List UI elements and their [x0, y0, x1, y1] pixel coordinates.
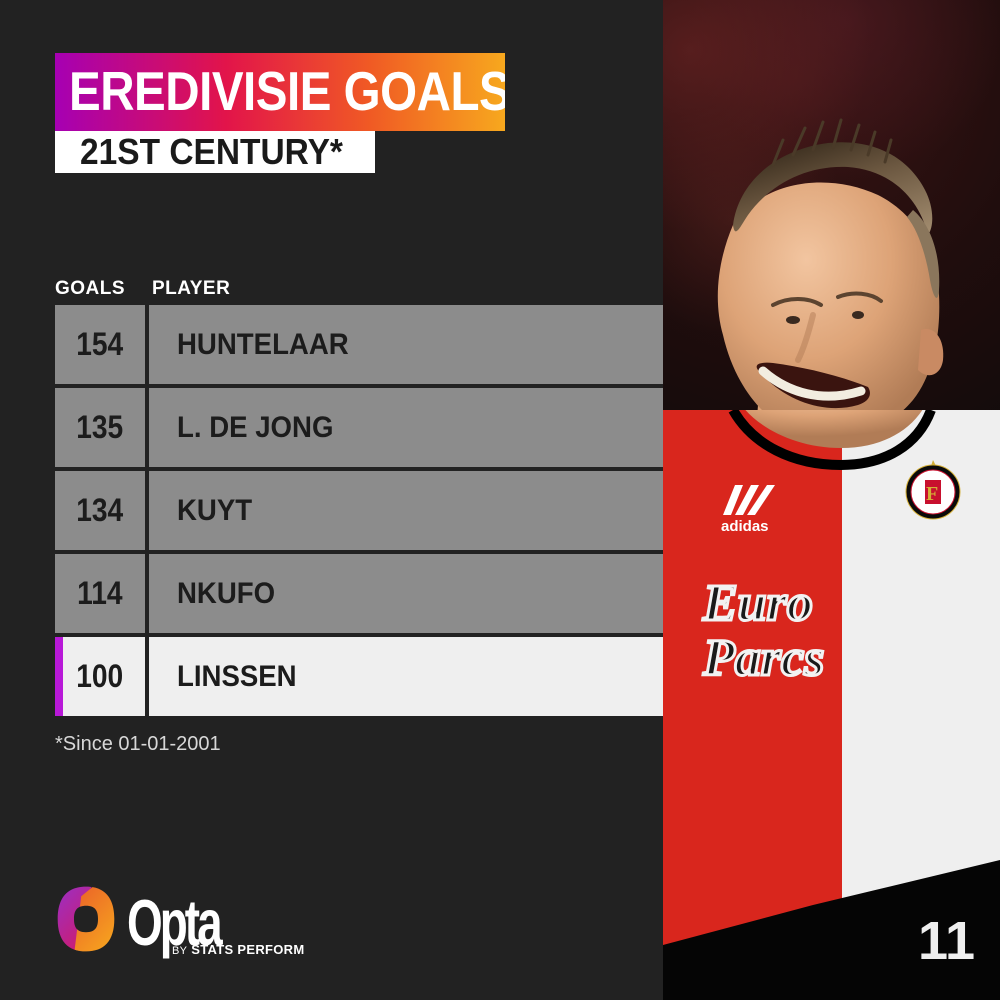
svg-text:adidas: adidas	[721, 518, 769, 535]
svg-text:F: F	[926, 483, 938, 505]
svg-text:Euro: Euro	[702, 575, 813, 632]
svg-text:Parcs: Parcs	[702, 630, 824, 687]
